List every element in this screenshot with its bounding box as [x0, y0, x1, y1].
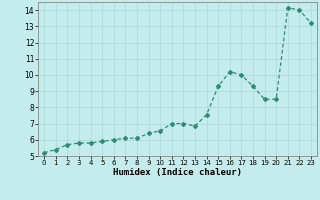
X-axis label: Humidex (Indice chaleur): Humidex (Indice chaleur) — [113, 168, 242, 177]
